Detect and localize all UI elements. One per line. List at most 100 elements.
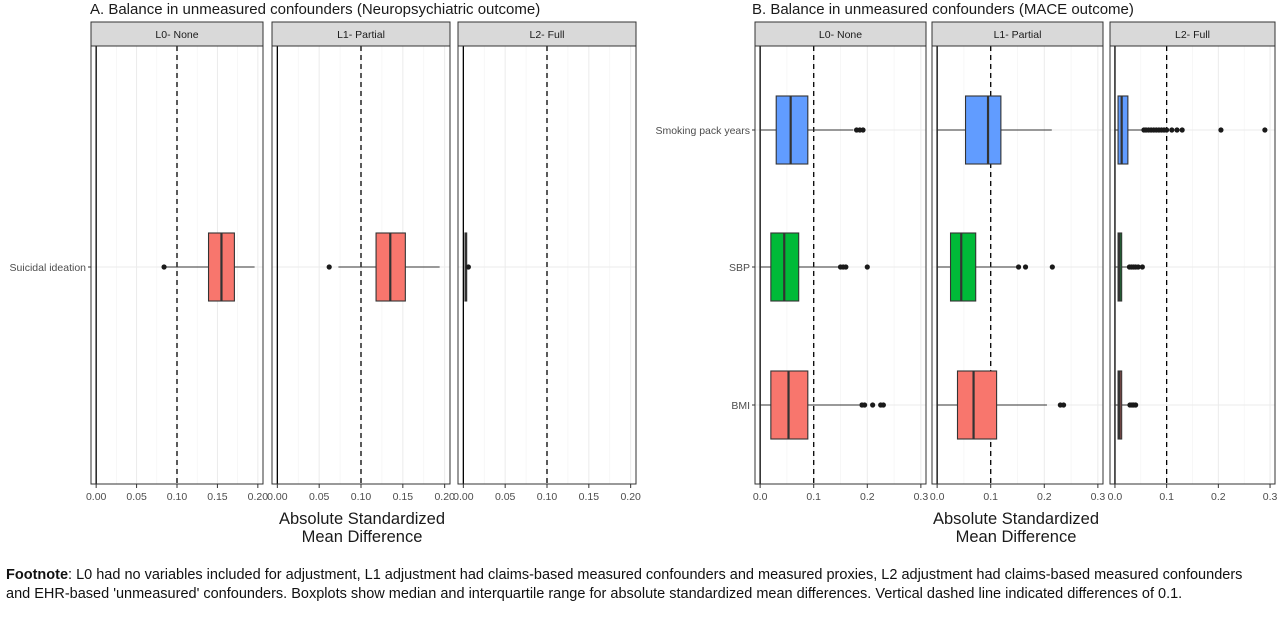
x-tick-label: 0.10: [537, 491, 558, 503]
outlier-point: [1060, 402, 1067, 408]
chart-title: B. Balance in unmeasured confounders (MA…: [752, 1, 1134, 18]
chart-title: A. Balance in unmeasured confounders (Ne…: [90, 1, 540, 18]
box-bmi: [937, 370, 1067, 440]
facet-label: L0- None: [819, 29, 862, 41]
outlier-point: [860, 127, 866, 133]
footnote-label: Footnote: [6, 567, 69, 583]
box-iqr: [1117, 95, 1129, 165]
facet-strip: [1109, 21, 1276, 47]
outlier-point: [880, 402, 886, 408]
facet-label: L2- Full: [1175, 29, 1210, 41]
y-tick-label-sbp: SBP: [729, 262, 750, 274]
x-tick-label: 0.2: [1037, 491, 1052, 503]
box-sbp: [760, 232, 870, 302]
box-iqr: [964, 95, 1002, 165]
x-tick-label: 0.00: [453, 491, 474, 503]
facet-l2-full: L2- Full 0.0 0.1 0.2 0.3: [1108, 21, 1278, 503]
facet-label: L0- None: [155, 29, 198, 41]
facet-label: L2- Full: [529, 29, 564, 41]
x-tick-label: 0.05: [126, 491, 147, 503]
outlier-point: [843, 264, 849, 270]
box-sbp: [1114, 232, 1145, 302]
panel-border: [931, 45, 1104, 485]
box-iqr: [775, 95, 809, 165]
outlier-point: [465, 264, 471, 270]
x-tick-label: 0.1: [1159, 491, 1174, 503]
facet-label: L1- Partial: [337, 29, 385, 41]
x-tick-label: 0.2: [860, 491, 875, 503]
outlier-point: [862, 402, 868, 408]
x-tick-label: 0.1: [983, 491, 998, 503]
facet-strip: [457, 21, 637, 47]
outlier-point: [1015, 264, 1022, 270]
box-bmi: [1114, 370, 1139, 440]
x-tick-label: 0.20: [620, 491, 641, 503]
box-smoking-pack-years: [760, 95, 866, 165]
x-tick-label: 0.3: [914, 491, 929, 503]
panel-border: [1109, 45, 1276, 485]
outlier-point: [1262, 127, 1268, 133]
x-tick-label: 0.0: [930, 491, 945, 503]
x-tick-label: 0.10: [167, 491, 188, 503]
outlier-point: [1218, 127, 1224, 133]
chart-b: B. Balance in unmeasured confounders (MA…: [655, 1, 1277, 546]
outlier-point: [1169, 127, 1175, 133]
x-tick-label: 0.0: [1108, 491, 1123, 503]
box-smoking-pack-years: [1114, 95, 1268, 165]
box-suicidal-ideation: [464, 232, 471, 302]
y-tick-label-suicidal-ideation: Suicidal ideation: [10, 262, 87, 274]
x-axis-label-line2: Mean Difference: [956, 528, 1077, 546]
outlier-point: [1139, 264, 1145, 270]
facet-strip: [931, 21, 1104, 47]
y-tick-label-bmi: BMI: [731, 400, 750, 412]
x-axis-label-line2: Mean Difference: [302, 528, 423, 546]
figure: A. Balance in unmeasured confounders (Ne…: [10, 1, 1278, 546]
x-tick-label: 0.05: [495, 491, 516, 503]
x-tick-label: 0.20: [248, 491, 269, 503]
x-axis-label: Absolute Standardized: [933, 510, 1099, 528]
outlier-point: [864, 264, 870, 270]
x-tick-label: 0.1: [806, 491, 821, 503]
x-tick-label: 0.2: [1211, 491, 1226, 503]
chart-a: A. Balance in unmeasured confounders (Ne…: [10, 1, 642, 546]
outlier-point: [1174, 127, 1180, 133]
box-smoking-pack-years: [937, 95, 1052, 165]
outlier-point: [1135, 264, 1141, 270]
x-tick-label: 0.3: [1263, 491, 1278, 503]
facet-l2-full: L2- Full 0.00 0.05 0.10 0.15 0.20: [453, 21, 641, 503]
footnote-text: : L0 had no variables included for adjus…: [6, 567, 1243, 602]
footnote: Footnote: L0 had no variables included f…: [6, 566, 1256, 604]
box-suicidal-ideation: [326, 232, 440, 302]
outlier-point: [870, 402, 876, 408]
y-tick-label-smoking-pack-years: Smoking pack years: [655, 125, 750, 137]
outlier-point: [1164, 127, 1170, 133]
x-tick-label: 0.0: [753, 491, 768, 503]
outlier-point: [161, 264, 167, 270]
outlier-point: [1049, 264, 1055, 270]
facet-l0-none: L0- None 0.0 0.1 0.2 0.3: [753, 21, 929, 503]
x-tick-label: 0.15: [579, 491, 600, 503]
x-tick-label: 0.05: [309, 491, 330, 503]
facet-l1-partial: L1- Partial 0.00 0.05 0.10 0.15 0.20: [267, 21, 455, 503]
box-sbp: [937, 232, 1055, 302]
facet-l0-none: L0- None 0.00 0.05 0.10 0.15 0.20: [86, 21, 269, 503]
outlier-point: [326, 264, 332, 270]
box-bmi: [760, 370, 886, 440]
x-tick-label: 0.20: [434, 491, 455, 503]
x-tick-label: 0.15: [393, 491, 414, 503]
x-tick-label: 0.3: [1091, 491, 1106, 503]
box-suicidal-ideation: [161, 232, 255, 302]
panel-border: [754, 45, 927, 485]
outlier-point: [1179, 127, 1185, 133]
x-tick-label: 0.10: [351, 491, 372, 503]
facet-l1-partial: L1- Partial 0.0 0.1 0.2 0.3: [930, 21, 1106, 503]
box-iqr: [956, 370, 998, 440]
outlier-point: [1133, 402, 1139, 408]
x-axis-label: Absolute Standardized: [279, 510, 445, 528]
figure-svg: A. Balance in unmeasured confounders (Ne…: [10, 1, 1278, 546]
x-tick-label: 0.00: [86, 491, 107, 503]
box-iqr: [949, 232, 977, 302]
x-tick-label: 0.00: [267, 491, 288, 503]
outlier-point: [1022, 264, 1029, 270]
x-tick-label: 0.15: [207, 491, 228, 503]
